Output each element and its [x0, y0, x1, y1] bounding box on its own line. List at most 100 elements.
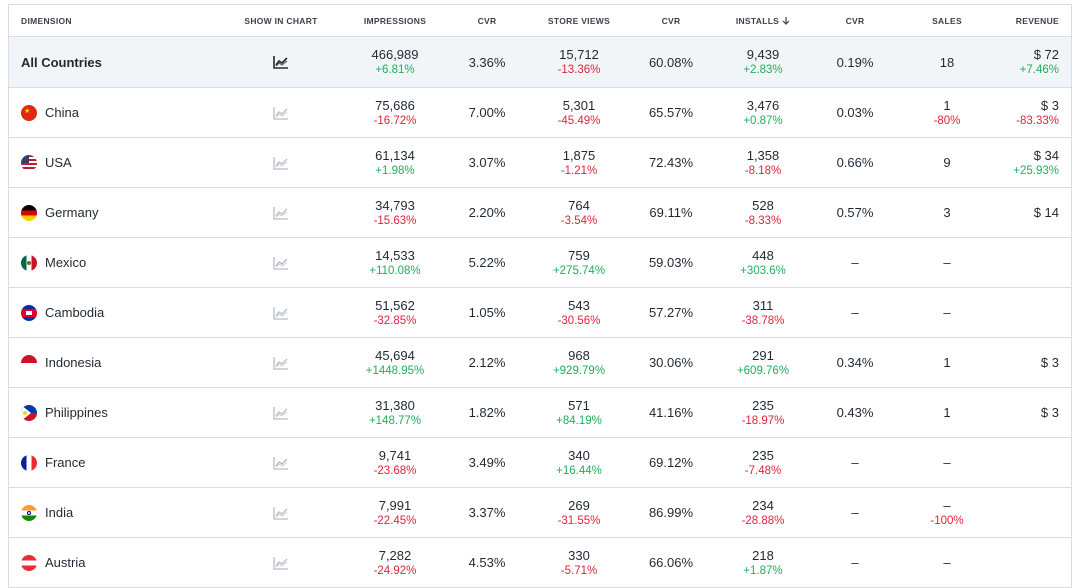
- chart-line-icon[interactable]: [273, 556, 289, 570]
- dimension-cell-content: Philippines: [21, 404, 108, 421]
- total-row[interactable]: All Countries 466,989 +6.81% 3.36% 15,712 -13…: [9, 37, 1071, 88]
- installs-value: 3,476: [746, 97, 780, 113]
- store-views-value: 1,875: [562, 147, 596, 163]
- cvr-1-value: 2.12%: [468, 355, 506, 370]
- installs-value: 235: [752, 397, 774, 413]
- impressions-cell: 51,562 -32.85%: [343, 297, 447, 329]
- chart-line-icon[interactable]: [273, 206, 289, 220]
- dimension-cell-content: Cambodia: [21, 304, 104, 321]
- chart-line-icon[interactable]: [273, 406, 289, 420]
- installs-value: 528: [752, 197, 774, 213]
- revenue-cell: $ 3: [999, 404, 1071, 421]
- cvr-1-cell: 4.53%: [447, 554, 527, 571]
- dimension-cell: Austria: [9, 554, 219, 571]
- table-row[interactable]: Philippines 31,380 +148.77% 1.82% 571 +84.19%…: [9, 388, 1071, 438]
- header-installs-label: INSTALLS: [735, 15, 780, 26]
- chart-line-icon[interactable]: [273, 156, 289, 170]
- usa-flag-icon: [21, 154, 37, 171]
- installs-value: 1,358: [746, 147, 780, 163]
- revenue-change: +25.93%: [1013, 164, 1059, 177]
- installs-cell: 291 +609.76%: [711, 347, 815, 379]
- cvr-3-value: –: [851, 255, 859, 270]
- show-in-chart-cell: [219, 356, 343, 370]
- impressions-cell: 34,793 -15.63%: [343, 197, 447, 229]
- header-impressions[interactable]: IMPRESSIONS: [343, 16, 447, 26]
- countries-table: DIMENSION SHOW IN CHART IMPRESSIONS CVR …: [8, 4, 1072, 588]
- dimension-cell: USA: [9, 154, 219, 171]
- table-row[interactable]: France 9,741 -23.68% 3.49% 340 +16.44% 69.12% 2…: [9, 438, 1071, 488]
- sales-cell: 9: [895, 154, 999, 171]
- header-cvr-3-label: CVR: [845, 15, 865, 26]
- impressions-value: 9,741: [378, 447, 412, 463]
- dimension-cell-content: Germany: [21, 204, 98, 221]
- store-views-cell: 5,301 -45.49%: [527, 97, 631, 129]
- chart-line-icon[interactable]: [273, 306, 289, 320]
- impressions-value: 34,793: [375, 197, 415, 213]
- table-row[interactable]: Mexico 14,533 +110.08% 5.22% 759 +275.74% 59.0…: [9, 238, 1071, 288]
- chart-line-icon[interactable]: [273, 256, 289, 270]
- show-in-chart-cell: [219, 156, 343, 170]
- store-views-change: -3.54%: [560, 214, 598, 227]
- header-cvr-1[interactable]: CVR: [447, 16, 527, 26]
- header-dimension[interactable]: DIMENSION: [9, 16, 219, 26]
- cvr-2-cell: 30.06%: [631, 354, 711, 371]
- header-cvr-2-label: CVR: [661, 15, 681, 26]
- table-row[interactable]: Germany 34,793 -15.63% 2.20% 764 -3.54% 69.11%…: [9, 188, 1071, 238]
- dimension-cell: Indonesia: [9, 354, 219, 371]
- show-in-chart-cell: [219, 55, 343, 69]
- sales-value: 18: [939, 54, 955, 70]
- header-installs[interactable]: INSTALLS: [711, 16, 815, 26]
- cvr-3-cell: –: [815, 454, 895, 471]
- chart-line-icon[interactable]: [273, 356, 289, 370]
- chart-line-icon[interactable]: [273, 55, 289, 69]
- chart-line-icon[interactable]: [273, 456, 289, 470]
- sales-value: –: [943, 255, 951, 270]
- store-views-cell: 1,875 -1.21%: [527, 147, 631, 179]
- cvr-3-value: –: [851, 305, 859, 320]
- store-views-cell: 968 +929.79%: [527, 347, 631, 379]
- sales-cell: – -100%: [895, 497, 999, 529]
- table-row[interactable]: ★ China 75,686 -16.72% 7.00% 5,301 -45.49% 65.5…: [9, 88, 1071, 138]
- chart-line-icon[interactable]: [273, 506, 289, 520]
- impressions-change: +148.77%: [368, 414, 422, 427]
- revenue-cell: $ 34 +25.93%: [999, 147, 1071, 179]
- installs-value: 9,439: [746, 47, 780, 62]
- sales-value: 1: [943, 97, 951, 113]
- sales-value: –: [943, 455, 951, 470]
- installs-cell: 3,476 +0.87%: [711, 97, 815, 129]
- table-row[interactable]: Cambodia 51,562 -32.85% 1.05% 543 -30.56% 57.2…: [9, 288, 1071, 338]
- cvr-2-cell: 86.99%: [631, 504, 711, 521]
- cvr-1-value: 7.00%: [468, 105, 506, 120]
- cvr-2-cell: 59.03%: [631, 254, 711, 271]
- header-sales[interactable]: SALES: [895, 16, 999, 26]
- header-revenue[interactable]: REVENUE: [999, 16, 1071, 26]
- chart-line-icon[interactable]: [273, 106, 289, 120]
- cvr-2-value: 59.03%: [648, 255, 694, 270]
- sales-cell: –: [895, 254, 999, 271]
- cvr-3-cell: 0.66%: [815, 154, 895, 171]
- sales-cell: –: [895, 304, 999, 321]
- cvr-3-cell: 0.43%: [815, 404, 895, 421]
- impressions-cell: 9,741 -23.68%: [343, 447, 447, 479]
- installs-value: 235: [752, 447, 774, 463]
- sales-cell: 1 -80%: [895, 97, 999, 129]
- table-row[interactable]: Austria 7,282 -24.92% 4.53% 330 -5.71% 66.06% 2…: [9, 538, 1071, 588]
- table-row[interactable]: USA 61,134 +1.98% 3.07% 1,875 -1.21% 72.43% 1,3…: [9, 138, 1071, 188]
- header-store-views[interactable]: STORE VIEWS: [527, 16, 631, 26]
- cvr-2-value: 86.99%: [648, 505, 694, 520]
- cvr-2-cell: 65.57%: [631, 104, 711, 121]
- header-cvr-2[interactable]: CVR: [631, 16, 711, 26]
- china-flag-icon: ★: [21, 104, 37, 121]
- store-views-change: -1.21%: [560, 164, 598, 177]
- header-show-in-chart: SHOW IN CHART: [219, 16, 343, 26]
- country-name: Mexico: [45, 255, 87, 270]
- header-dimension-label: DIMENSION: [21, 15, 72, 26]
- cvr-1-value: 3.49%: [468, 455, 506, 470]
- store-views-change: -31.55%: [557, 514, 601, 527]
- table-body: All Countries 466,989 +6.81% 3.36% 15,712 -13…: [9, 37, 1071, 588]
- header-cvr-3[interactable]: CVR: [815, 16, 895, 26]
- table-row[interactable]: Indonesia 45,694 +1448.95% 2.12% 968 +929.79%…: [9, 338, 1071, 388]
- header-store-views-label: STORE VIEWS: [547, 15, 611, 26]
- table-row[interactable]: India 7,991 -22.45% 3.37% 269 -31.55% 86.99% 23…: [9, 488, 1071, 538]
- cvr-1-value: 5.22%: [468, 255, 506, 270]
